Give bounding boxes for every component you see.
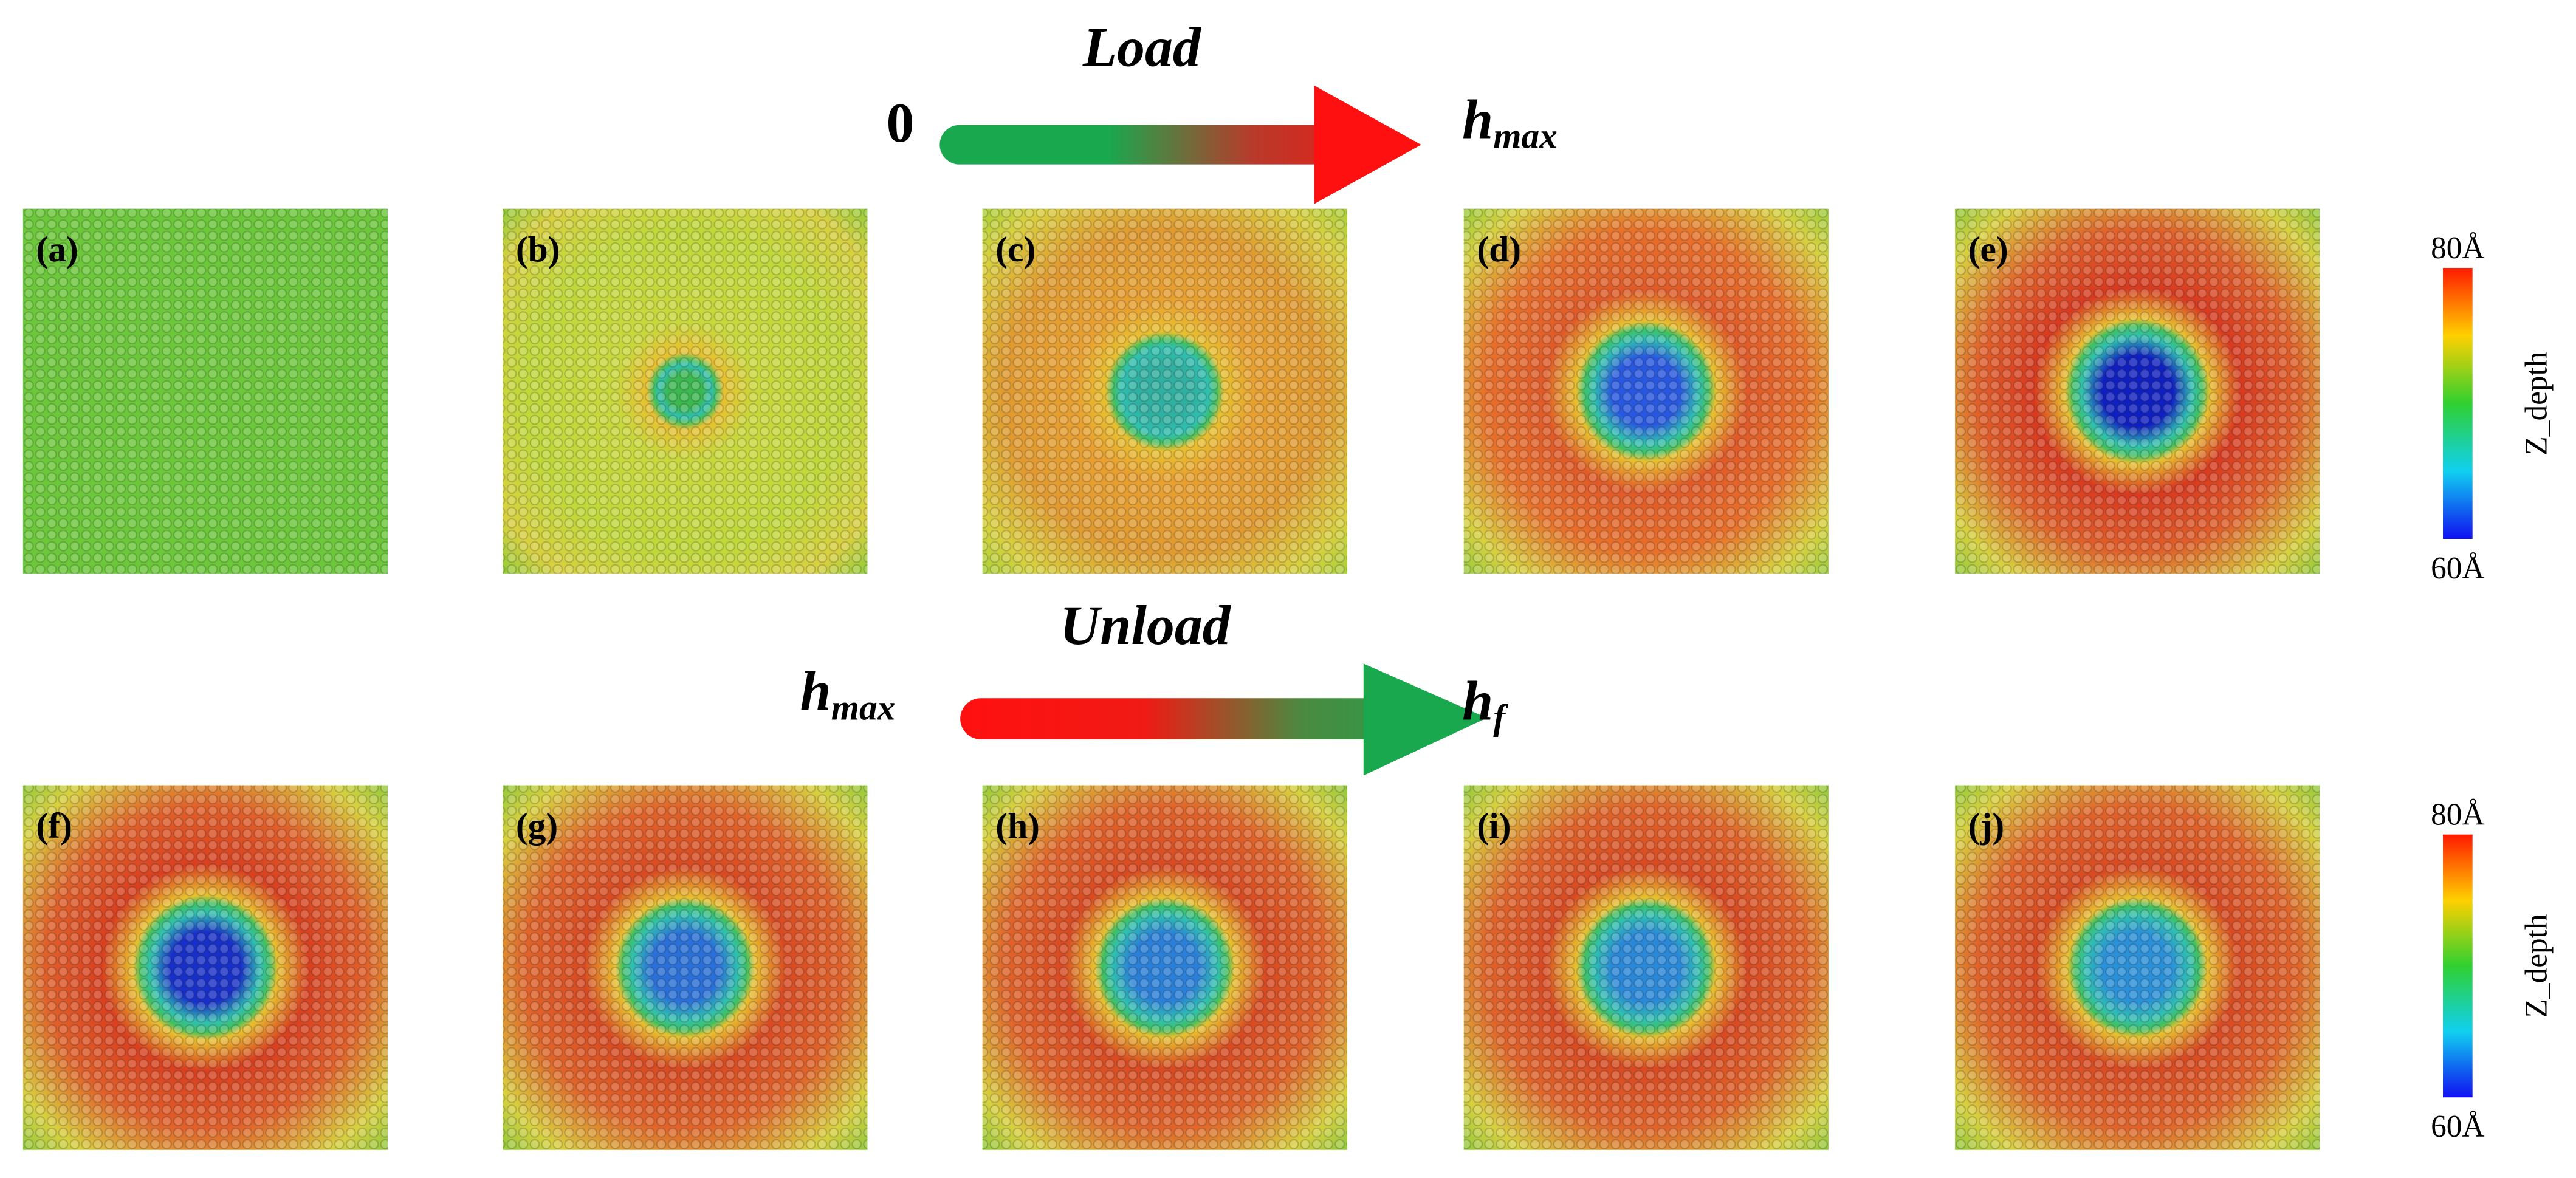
colorbar-min: 60Å — [2431, 1109, 2484, 1144]
panel-label: (e) — [1968, 229, 2008, 269]
unload-start: hmax — [800, 660, 896, 727]
subscript: f — [1493, 697, 1508, 738]
panel-label: (f) — [36, 806, 72, 846]
snapshot-texture — [1955, 785, 2320, 1150]
snapshot-texture — [1955, 208, 2320, 574]
unload-arrow-head — [1363, 663, 1487, 776]
colorbar-title: Z_depth — [2519, 351, 2554, 455]
colorbar — [2443, 267, 2473, 539]
load-start: 0 — [887, 92, 915, 154]
load-end: hmax — [1462, 88, 1558, 156]
snapshot-texture — [22, 785, 388, 1150]
snapshot-texture — [982, 208, 1347, 574]
subscript: max — [1493, 116, 1558, 156]
unload-title: Unload — [1060, 594, 1232, 656]
colorbar-max: 80Å — [2431, 231, 2484, 265]
colorbar-min: 60Å — [2431, 551, 2484, 586]
panel-label: (g) — [516, 806, 558, 846]
colorbar — [2443, 834, 2473, 1098]
snapshot-texture — [22, 208, 388, 574]
colorbar-max: 80Å — [2431, 797, 2484, 832]
symbol: h — [1462, 88, 1493, 150]
unload-arrow — [960, 663, 1487, 776]
panel-label: (d) — [1477, 229, 1521, 269]
snapshot-texture — [503, 785, 868, 1150]
load-arrow — [939, 85, 1421, 204]
symbol: h — [800, 660, 831, 722]
snapshot-texture — [1463, 208, 1829, 574]
panel-label: (a) — [36, 229, 78, 269]
unload-end: hf — [1462, 669, 1508, 737]
colorbar-title: Z_depth — [2519, 914, 2554, 1018]
snapshot-texture — [503, 208, 868, 574]
snapshot-texture — [982, 785, 1347, 1150]
panel-label: (h) — [995, 806, 1040, 846]
load-arrow-head — [1314, 85, 1421, 204]
panel-label: (j) — [1968, 806, 2004, 846]
panel-label: (b) — [516, 229, 560, 269]
subscript: max — [831, 687, 896, 727]
load-title: Load — [1082, 16, 1202, 78]
symbol: h — [1462, 669, 1493, 731]
snapshot-texture — [1463, 785, 1829, 1150]
panel-label: (c) — [995, 229, 1036, 269]
panel-label: (i) — [1477, 806, 1511, 846]
